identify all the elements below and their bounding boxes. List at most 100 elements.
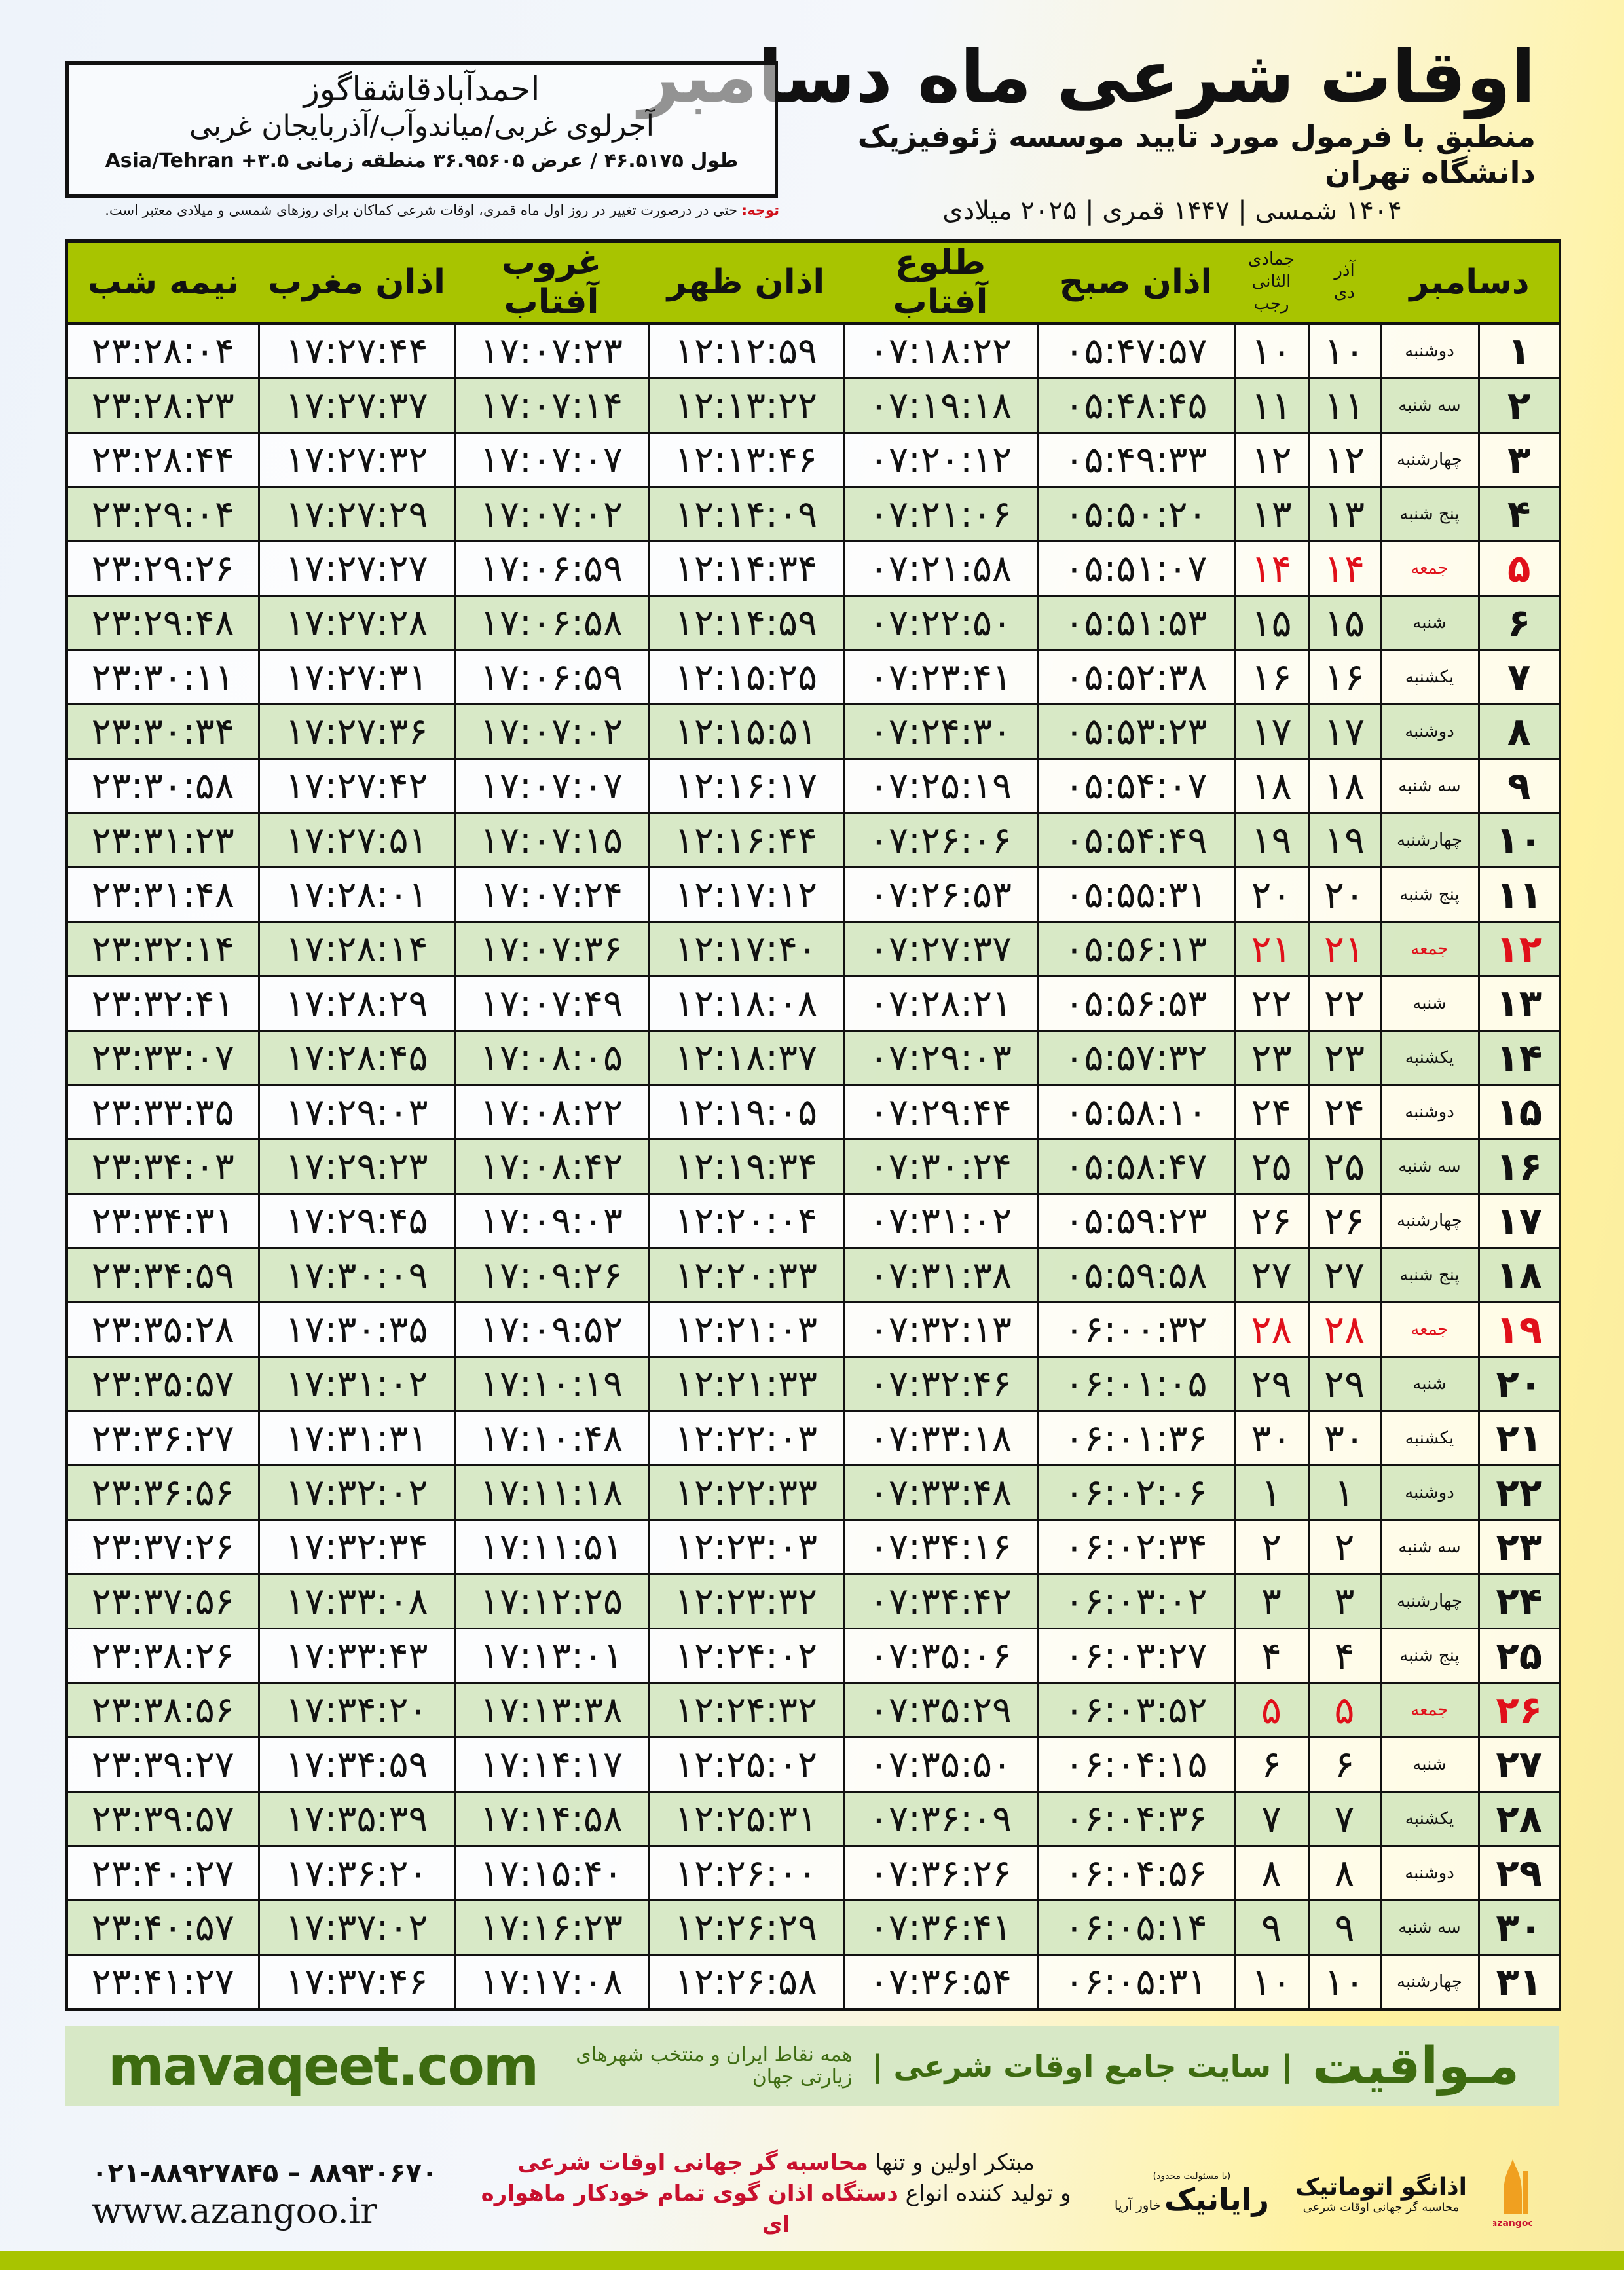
maghrib-time: ۱۷:۳۶:۲۰ xyxy=(257,1845,456,1901)
azangoo-slogan: مبتکر اولین و تنها محاسبه گر جهانی اوقات… xyxy=(464,2148,1088,2241)
shamsi-day: ۱۶ xyxy=(1307,649,1382,705)
midnight-time: ۲۳:۳۷:۵۶ xyxy=(65,1573,260,1629)
note: توجه: حتی در درصورت تغییر در روز اول ماه… xyxy=(65,202,779,218)
midnight-time: ۲۳:۳۰:۱۱ xyxy=(65,649,260,705)
midnight-time: ۲۳:۳۵:۲۸ xyxy=(65,1301,260,1358)
dhuhr-time: ۱۲:۲۲:۰۳ xyxy=(647,1410,845,1466)
hijri-day: ۲۸ xyxy=(1233,1301,1310,1358)
hijri-day: ۶ xyxy=(1233,1736,1310,1793)
rayanik-side-text: خاور آریا xyxy=(1114,2197,1161,2213)
sunrise-time: ۰۷:۲۸:۲۱ xyxy=(842,975,1039,1032)
midnight-time: ۲۳:۳۳:۰۷ xyxy=(65,1030,260,1086)
table-row: ۴ پنج شنبه ۱۳ ۱۳ ۰۵:۵۰:۲۰ ۰۷:۲۱:۰۶ ۱۲:۱۴:۰۹ ۱۷:… xyxy=(65,486,1561,542)
midnight-time: ۲۳:۳۳:۳۵ xyxy=(65,1084,260,1140)
day-number: ۲ xyxy=(1477,377,1561,434)
hijri-day: ۷ xyxy=(1233,1791,1310,1847)
table-row: ۱۹ جمعه ۲۸ ۲۸ ۰۶:۰۰:۳۲ ۰۷:۳۲:۱۳ ۱۲:۲۱:۰۳ ۱۷:۰۹:… xyxy=(65,1301,1561,1358)
weekday: سه شنبه xyxy=(1379,1138,1480,1195)
hijri-day: ۲۹ xyxy=(1233,1356,1310,1412)
table-row: ۱ دوشنبه ۱۰ ۱۰ ۰۵:۴۷:۵۷ ۰۷:۱۸:۲۲ ۱۲:۱۲:۵۹ ۱۷:۰۷… xyxy=(65,322,1561,379)
maghrib-time: ۱۷:۳۷:۰۲ xyxy=(257,1899,456,1956)
maghrib-time: ۱۷:۳۴:۵۹ xyxy=(257,1736,456,1793)
shamsi-day: ۵ xyxy=(1307,1682,1382,1738)
weekday: یکشنبه xyxy=(1379,649,1480,705)
table-row: ۱۳ شنبه ۲۲ ۲۲ ۰۵:۵۶:۵۳ ۰۷:۲۸:۲۱ ۱۲:۱۸:۰۸ ۱۷:۰۷:… xyxy=(65,975,1561,1032)
shamsi-day: ۲۴ xyxy=(1307,1084,1382,1140)
rayanik-logo: (با مسئولیت محدود) رایانیک خاور آریا xyxy=(1115,2171,1269,2217)
day-number: ۱۶ xyxy=(1477,1138,1561,1195)
table-row: ۷ یکشنبه ۱۶ ۱۶ ۰۵:۵۲:۳۸ ۰۷:۲۳:۴۱ ۱۲:۱۵:۲۵ ۱۷:۰۶… xyxy=(65,649,1561,705)
shamsi-day: ۲۳ xyxy=(1307,1030,1382,1086)
weekday: دوشنبه xyxy=(1379,1084,1480,1140)
dhuhr-time: ۱۲:۲۰:۳۳ xyxy=(647,1247,845,1303)
mavaqeet-url-link[interactable]: mavaqeet.com xyxy=(108,2035,539,2098)
dhuhr-time: ۱۲:۱۶:۴۴ xyxy=(647,812,845,868)
midnight-time: ۲۳:۲۸:۰۴ xyxy=(65,322,260,379)
hijri-day: ۱۵ xyxy=(1233,595,1310,651)
dhuhr-time: ۱۲:۲۳:۰۳ xyxy=(647,1519,845,1575)
table-row: ۱۴ یکشنبه ۲۳ ۲۳ ۰۵:۵۷:۳۲ ۰۷:۲۹:۰۳ ۱۲:۱۸:۳۷ ۱۷:۰… xyxy=(65,1030,1561,1086)
hijri-day: ۱۷ xyxy=(1233,703,1310,760)
weekday: دوشنبه xyxy=(1379,1464,1480,1521)
midnight-time: ۲۳:۳۷:۲۶ xyxy=(65,1519,260,1575)
shamsi-day: ۲۰ xyxy=(1307,866,1382,923)
sunset-time: ۱۷:۰۷:۰۲ xyxy=(453,486,650,542)
weekday: شنبه xyxy=(1379,595,1480,651)
footer: ۰۲۱-۸۸۹۲۷۸۴۵ – ۸۸۹۳۰۶۷۰ www.azangoo.ir م… xyxy=(92,2142,1532,2246)
dhuhr-time: ۱۲:۱۸:۰۸ xyxy=(647,975,845,1032)
midnight-time: ۲۳:۳۸:۲۶ xyxy=(65,1628,260,1684)
sunrise-time: ۰۷:۳۶:۵۴ xyxy=(842,1954,1039,2011)
fajr-time: ۰۶:۰۱:۰۵ xyxy=(1036,1356,1236,1412)
sunset-time: ۱۷:۱۵:۴۰ xyxy=(453,1845,650,1901)
day-number: ۱۷ xyxy=(1477,1193,1561,1249)
midnight-time: ۲۳:۴۰:۵۷ xyxy=(65,1899,260,1956)
maghrib-time: ۱۷:۲۷:۳۲ xyxy=(257,432,456,488)
sunrise-time: ۰۷:۳۵:۰۶ xyxy=(842,1628,1039,1684)
fajr-time: ۰۵:۵۰:۲۰ xyxy=(1036,486,1236,542)
hijri-day: ۲ xyxy=(1233,1519,1310,1575)
weekday: دوشنبه xyxy=(1379,1845,1480,1901)
shamsi-day: ۱۱ xyxy=(1307,377,1382,434)
table-row: ۲۱ یکشنبه ۳۰ ۳۰ ۰۶:۰۱:۳۶ ۰۷:۳۳:۱۸ ۱۲:۲۲:۰۳ ۱۷:۱… xyxy=(65,1410,1561,1466)
dhuhr-time: ۱۲:۱۲:۵۹ xyxy=(647,322,845,379)
sunset-time: ۱۷:۱۱:۵۱ xyxy=(453,1519,650,1575)
mavaqeet-subtagline: همه نقاط ایران و منتخب شهرهای زیارتی جها… xyxy=(576,2043,853,2089)
midnight-time: ۲۳:۳۴:۰۳ xyxy=(65,1138,260,1195)
day-number: ۲۷ xyxy=(1477,1736,1561,1793)
sunset-time: ۱۷:۱۲:۲۵ xyxy=(453,1573,650,1629)
shamsi-day: ۱۳ xyxy=(1307,486,1382,542)
shamsi-day: ۲۷ xyxy=(1307,1247,1382,1303)
header-shamsi: آذر دی xyxy=(1308,239,1380,325)
header-block: اوقات شرعی ماه دسامبر منطبق با فرمول مور… xyxy=(638,38,1536,227)
azangoo-website-link[interactable]: www.azangoo.ir xyxy=(92,2189,377,2231)
table-row: ۲۰ شنبه ۲۹ ۲۹ ۰۶:۰۱:۰۵ ۰۷:۳۲:۴۶ ۱۲:۲۱:۳۳ ۱۷:۱۰:… xyxy=(65,1356,1561,1412)
midnight-time: ۲۳:۳۲:۴۱ xyxy=(65,975,260,1032)
hijri-day: ۲۰ xyxy=(1233,866,1310,923)
dhuhr-time: ۱۲:۲۵:۳۱ xyxy=(647,1791,845,1847)
day-number: ۲۴ xyxy=(1477,1573,1561,1629)
fajr-time: ۰۵:۵۹:۵۸ xyxy=(1036,1247,1236,1303)
shamsi-day: ۱۵ xyxy=(1307,595,1382,651)
hijri-day: ۵ xyxy=(1233,1682,1310,1738)
location-box: احمدآبادقاشقاگوز آجرلوی غربی/میاندوآب/آذ… xyxy=(65,61,778,198)
table-row: ۳۰ سه شنبه ۹ ۹ ۰۶:۰۵:۱۴ ۰۷:۳۶:۴۱ ۱۲:۲۶:۲۹ ۱۷:۱۶… xyxy=(65,1899,1561,1956)
maghrib-time: ۱۷:۳۱:۰۲ xyxy=(257,1356,456,1412)
day-number: ۲۶ xyxy=(1477,1682,1561,1738)
dhuhr-time: ۱۲:۱۳:۴۶ xyxy=(647,432,845,488)
weekday: چهارشنبه xyxy=(1379,1193,1480,1249)
day-number: ۲۵ xyxy=(1477,1628,1561,1684)
table-row: ۲۴ چهارشنبه ۳ ۳ ۰۶:۰۳:۰۲ ۰۷:۳۴:۴۲ ۱۲:۲۳:۳۲ ۱۷:۱… xyxy=(65,1573,1561,1629)
midnight-time: ۲۳:۲۹:۰۴ xyxy=(65,486,260,542)
hijri-day: ۸ xyxy=(1233,1845,1310,1901)
hijri-day: ۲۱ xyxy=(1233,921,1310,977)
hijri-day: ۱۲ xyxy=(1233,432,1310,488)
slogan-line1-a: مبتکر اولین و تنها xyxy=(868,2149,1035,2176)
day-number: ۳۰ xyxy=(1477,1899,1561,1956)
shamsi-day: ۲۲ xyxy=(1307,975,1382,1032)
dhuhr-time: ۱۲:۱۴:۳۴ xyxy=(647,540,845,597)
shamsi-day: ۱۲ xyxy=(1307,432,1382,488)
maghrib-time: ۱۷:۲۷:۳۷ xyxy=(257,377,456,434)
sunrise-time: ۰۷:۲۶:۰۶ xyxy=(842,812,1039,868)
day-number: ۳ xyxy=(1477,432,1561,488)
sunset-time: ۱۷:۰۷:۳۶ xyxy=(453,921,650,977)
